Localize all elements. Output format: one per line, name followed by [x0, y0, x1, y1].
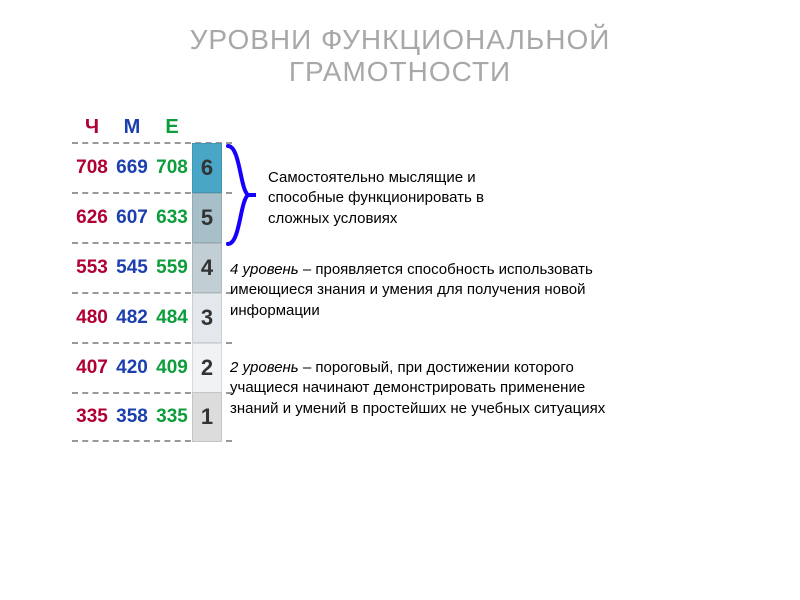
- col-header-m: М: [112, 116, 152, 139]
- level-row: 480 482 484 3: [72, 292, 232, 342]
- level-row: 626 607 633 5: [72, 192, 232, 242]
- cell-e: 484: [152, 307, 192, 329]
- annotation-bot-lead: 2 уровень: [230, 359, 299, 376]
- col-header-e: Е: [152, 116, 192, 139]
- level-badge: 2: [192, 343, 222, 393]
- cell-e: 708: [152, 157, 192, 179]
- cell-m: 669: [112, 157, 152, 179]
- page-title: УРОВНИ ФУНКЦИОНАЛЬНОЙГРАМОТНОСТИ: [0, 24, 800, 88]
- level-badge: 1: [192, 392, 222, 442]
- bracket-icon: [226, 144, 256, 246]
- annotation-bot: 2 уровень – пороговый, при достижении ко…: [230, 358, 620, 419]
- annotation-top: Самостоятельно мыслящие и способные функ…: [268, 168, 548, 229]
- table-header: Ч М Е: [72, 112, 232, 142]
- cell-m: 545: [112, 257, 152, 279]
- level-row: 553 545 559 4: [72, 242, 232, 292]
- cell-e: 335: [152, 406, 192, 428]
- cell-m: 420: [112, 357, 152, 379]
- level-badge: 3: [192, 293, 222, 343]
- cell-m: 482: [112, 307, 152, 329]
- level-badge: 6: [192, 143, 222, 193]
- cell-m: 358: [112, 406, 152, 428]
- cell-ch: 708: [72, 157, 112, 179]
- levels-table: Ч М Е 708 669 708 6 626 607 633 5 553 54…: [72, 112, 232, 442]
- cell-m: 607: [112, 207, 152, 229]
- cell-e: 409: [152, 357, 192, 379]
- cell-ch: 480: [72, 307, 112, 329]
- level-row: 407 420 409 2: [72, 342, 232, 392]
- cell-ch: 553: [72, 257, 112, 279]
- annotation-mid-lead: 4 уровень: [230, 261, 299, 278]
- annotation-mid: 4 уровень – проявляется способность испо…: [230, 260, 600, 321]
- cell-ch: 407: [72, 357, 112, 379]
- cell-e: 633: [152, 207, 192, 229]
- level-badge: 5: [192, 193, 222, 243]
- level-badge: 4: [192, 243, 222, 293]
- cell-ch: 335: [72, 406, 112, 428]
- level-row: 335 358 335 1: [72, 392, 232, 442]
- cell-e: 559: [152, 257, 192, 279]
- level-row: 708 669 708 6: [72, 142, 232, 192]
- col-header-ch: Ч: [72, 116, 112, 139]
- cell-ch: 626: [72, 207, 112, 229]
